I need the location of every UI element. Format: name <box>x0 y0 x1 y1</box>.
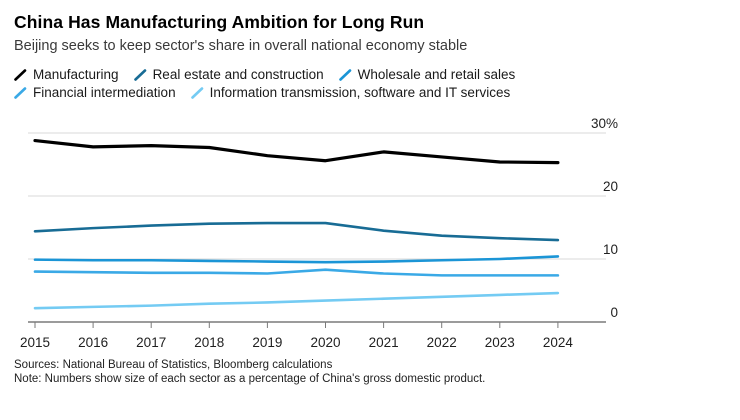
x-tick-label: 2019 <box>252 335 282 350</box>
chart-subtitle: Beijing seeks to keep sector's share in … <box>14 38 468 54</box>
legend: Manufacturing Real estate and constructio… <box>14 67 599 100</box>
legend-item: Real estate and construction <box>133 67 324 82</box>
y-tick-label: 10 <box>603 242 618 257</box>
legend-slash-icon <box>338 68 351 81</box>
x-tick-label: 2018 <box>194 335 224 350</box>
x-tick-label: 2023 <box>485 335 515 350</box>
legend-slash-icon <box>133 68 146 81</box>
x-tick-label: 2016 <box>78 335 108 350</box>
legend-item: Information transmission, software and I… <box>190 85 511 100</box>
legend-item: Financial intermediation <box>14 85 176 100</box>
y-tick-label: 20 <box>603 179 618 194</box>
y-tick-label: 30% <box>591 116 618 131</box>
legend-slash-icon <box>190 86 203 99</box>
legend-label: Information transmission, software and I… <box>209 85 511 100</box>
footer-notes: Sources: National Bureau of Statistics, … <box>14 359 714 386</box>
y-tick-label: 0 <box>610 305 618 320</box>
legend-label: Wholesale and retail sales <box>357 67 516 82</box>
sources-text: Sources: National Bureau of Statistics, … <box>14 359 333 371</box>
x-tick-label: 2022 <box>427 335 457 350</box>
series-line-manufacturing <box>33 138 560 165</box>
series-line-financial-intermediation <box>33 268 560 277</box>
legend-label: Manufacturing <box>33 67 119 82</box>
x-tick-label: 2020 <box>310 335 340 350</box>
legend-item: Wholesale and retail sales <box>338 67 516 82</box>
x-tick-label: 2024 <box>543 335 574 350</box>
chart-title: China Has Manufacturing Ambition for Lon… <box>14 12 425 32</box>
series-line-real-estate-and-construction <box>33 221 560 242</box>
x-tick-label: 2021 <box>369 335 399 350</box>
legend-label: Real estate and construction <box>152 67 324 82</box>
legend-slash-icon <box>14 86 27 99</box>
legend-label: Financial intermediation <box>33 85 176 100</box>
x-tick-label: 2015 <box>20 335 50 350</box>
series-line-wholesale-and-retail-sales <box>33 255 560 264</box>
legend-item: Manufacturing <box>14 67 119 82</box>
legend-slash-icon <box>14 68 27 81</box>
x-tick-label: 2017 <box>136 335 166 350</box>
series-line-information-transmission-software-and-it-services <box>33 291 560 310</box>
methodology-note: Note: Numbers show size of each sector a… <box>14 372 486 385</box>
